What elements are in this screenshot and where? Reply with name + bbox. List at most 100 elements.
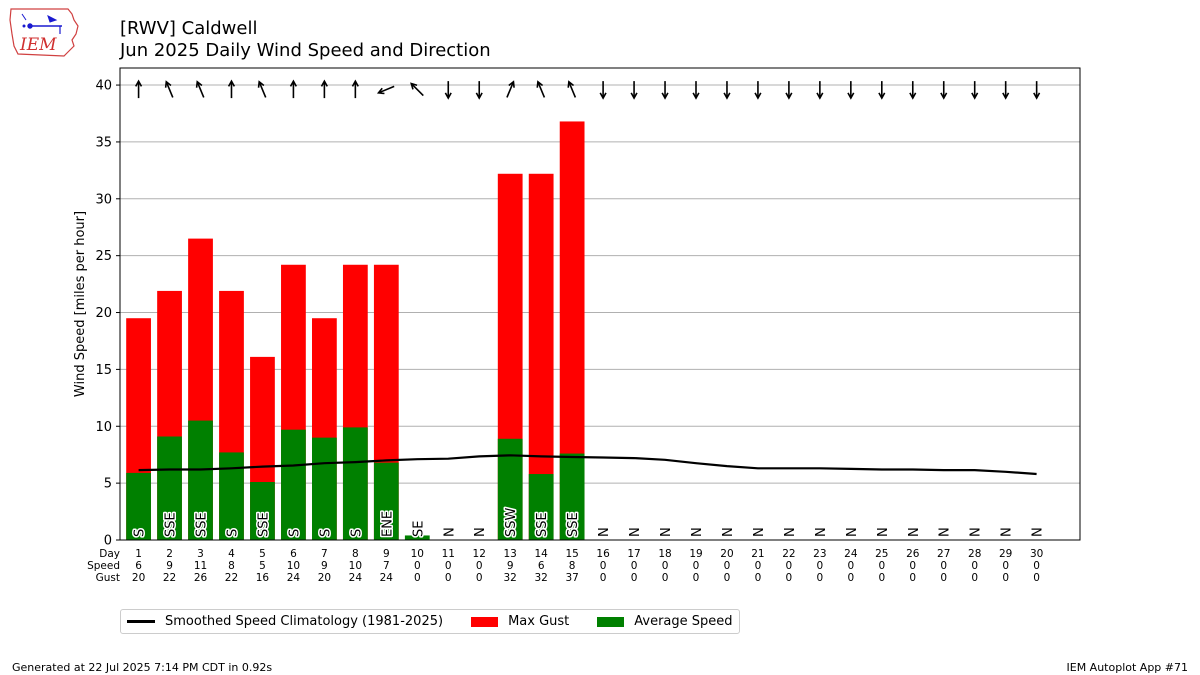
avg-speed-bar [528,474,554,540]
table-cell: 24 [380,572,394,584]
arrow-shaft [506,81,515,98]
table-cell: 20 [318,572,331,584]
wind-arrow-icon [940,81,948,100]
table-cell: 22 [163,572,176,584]
direction-label: N [752,527,767,537]
table-cell: 0 [817,572,824,584]
table-cell: 30 [1030,548,1043,560]
table-cell: 0 [971,560,978,572]
wind-arrow-icon [723,81,731,100]
table-cell: 9 [507,560,514,572]
table-cell: 0 [1033,560,1040,572]
table-cell: 7 [321,548,328,560]
avg-speed-bar [312,437,337,540]
wind-arrow-icon [1002,81,1010,100]
avg-speed-bar [559,453,585,540]
direction-label: N [659,527,674,537]
wind-arrow-icon [506,80,515,98]
table-cell: 0 [693,572,700,584]
table-cell: 0 [693,560,700,572]
direction-labels: S SSE SSE S SSE S S S ENE SE N N SSW SSE SSE N N N N N N N N N N… [131,506,1047,539]
table-cell: 32 [504,572,517,584]
table-cell: 28 [968,548,981,560]
y-tick-label: 30 [95,192,112,207]
table-cell: 0 [1002,572,1009,584]
wind-arrow-icon [847,81,855,100]
direction-label: S [225,529,240,537]
legend-gust-swatch [471,616,499,627]
direction-label: SSE [164,512,179,537]
wind-arrow-icon [289,79,297,99]
arrow-shaft [196,81,205,98]
iowa-outline-icon [9,8,79,57]
table-cell: 11 [442,548,455,560]
arrow-head [164,80,172,88]
wind-arrow-icon [816,81,824,100]
generated-timestamp: Generated at 22 Jul 2025 7:14 PM CDT in … [12,661,273,674]
arrow-shaft [410,83,424,97]
arrow-head [567,80,575,88]
avg-speed-bar [219,452,244,540]
table-cell: 0 [817,560,824,572]
arrow-head [692,92,700,100]
table-cell: 0 [600,560,607,572]
arrow-head [599,92,607,100]
avg-speed-bar [188,420,213,540]
wind-arrow-icon [1033,81,1041,100]
direction-label: N [442,527,457,537]
table-cell: 0 [847,560,854,572]
table-cell: 0 [1002,560,1009,572]
direction-label: SE [411,521,426,537]
wind-arrow-icon [567,80,577,98]
direction-label: N [907,527,922,537]
autoplot-id: IEM Autoplot App #71 [1066,661,1189,674]
arrow-shaft [568,81,577,98]
direction-label: S [349,529,364,537]
arrow-head [227,79,236,87]
legend-label: Max Gust [508,614,570,629]
direction-label: N [845,527,860,537]
y-tick-label: 5 [104,477,112,492]
table-cell: 7 [383,560,390,572]
table-cell: 6 [538,560,545,572]
table-cell: 10 [287,560,300,572]
weather-station-icon [21,13,62,34]
direction-label: N [783,527,798,537]
table-cell: 9 [166,560,173,572]
direction-label: N [628,527,643,537]
wind-arrow-icon [376,85,395,95]
table-cell: 0 [476,560,483,572]
wind-arrow-icon [227,79,236,99]
table-cell: 1 [135,548,142,560]
table-cell: 18 [658,548,671,560]
wind-arrow-icon [410,82,424,97]
y-tick-label: 10 [95,420,112,435]
arrow-head [257,80,265,88]
avg-speed-bar [373,462,399,540]
arrow-head [785,92,793,100]
table-cell: 0 [662,560,669,572]
table-cell: 0 [971,572,978,584]
table-cell: 23 [813,548,826,560]
direction-label: N [876,527,891,537]
table-cell: 8 [228,560,235,572]
wind-arrow-icon [320,79,328,99]
wind-arrow-icon [878,81,886,100]
wind-arrow-icon [599,81,607,100]
chart-title: [RWV] Caldwell [120,18,258,39]
table-cell: 0 [940,560,947,572]
arrow-head [508,80,515,88]
table-cell: 0 [445,560,452,572]
table-row-label: Day [99,548,120,560]
table-cell: 25 [875,548,888,560]
arrow-head [475,92,483,100]
table-cell: 5 [259,548,266,560]
arrow-shaft [537,81,546,98]
table-cell: 24 [349,572,363,584]
table-cell: 0 [786,560,793,572]
table-cell: 22 [782,548,795,560]
arrow-head [754,92,762,100]
table-cell: 0 [414,572,421,584]
table-cell: 20 [132,572,145,584]
table-cell: 15 [565,548,578,560]
